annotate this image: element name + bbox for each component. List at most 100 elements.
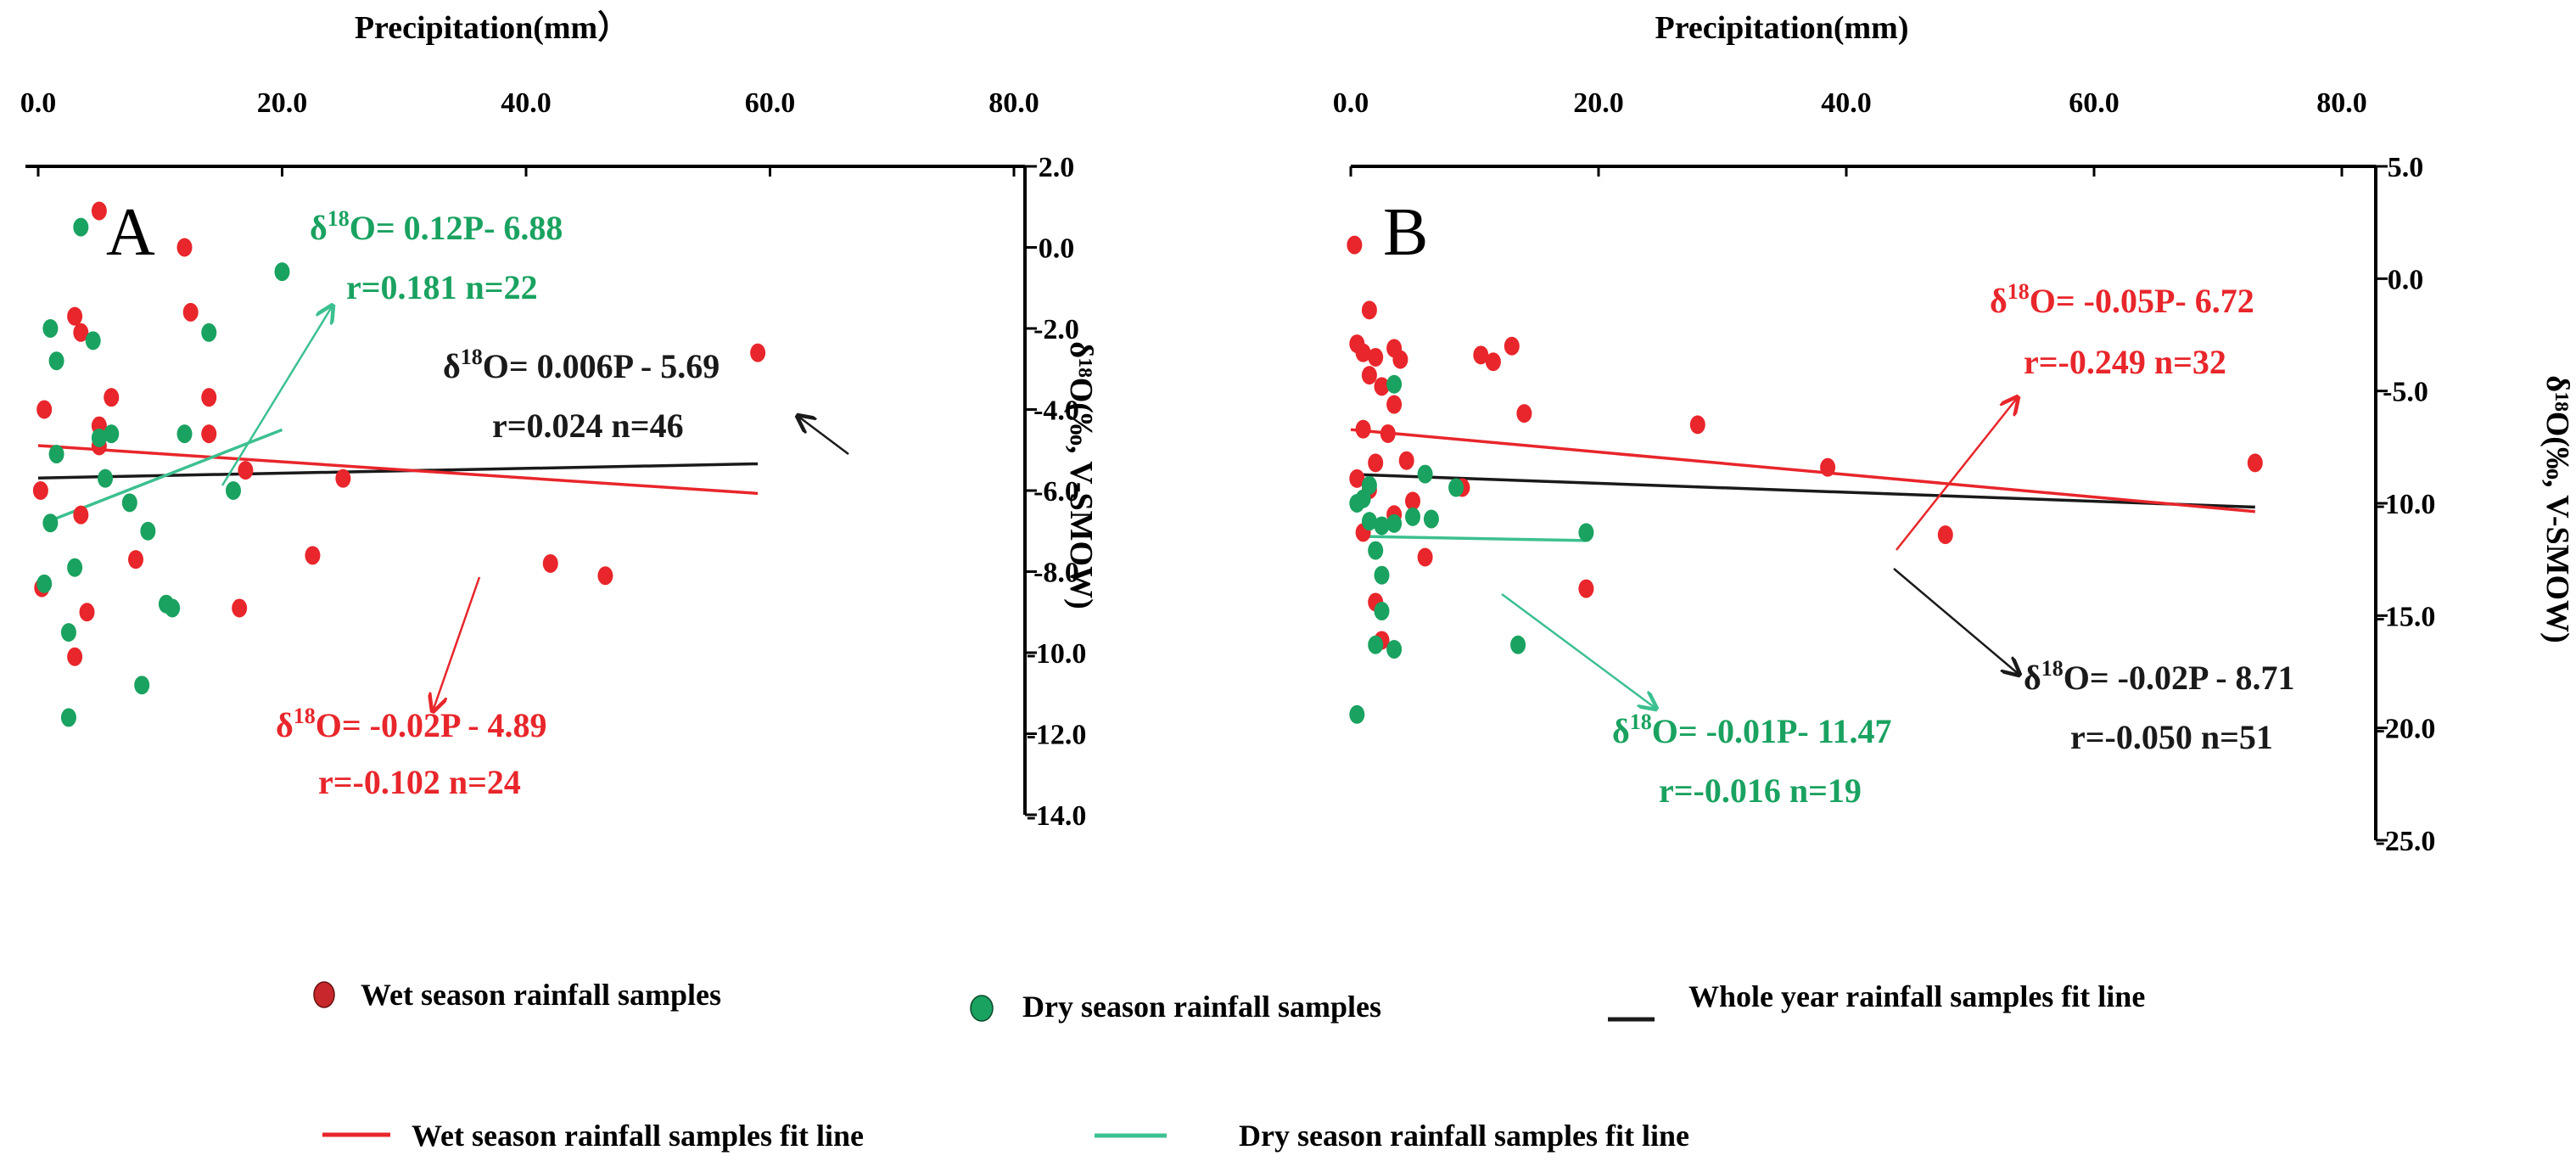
panel-a-black-arrow: [798, 416, 849, 455]
panel-b-y-tick-label: -25.0: [2376, 826, 2436, 857]
panel-a-black-equation: δ18O= 0.006P - 5.69: [443, 345, 720, 385]
panel-a-y-tick-label: 2.0: [1039, 152, 1075, 183]
panel-a-point-wet: [73, 505, 89, 525]
legend-wet-marker: [313, 981, 335, 1008]
panel-b-point-wet: [1368, 347, 1384, 367]
panel-a-green-equation: δ18O= 0.12P- 6.88: [310, 206, 563, 247]
panel-a-point-wet: [67, 306, 83, 326]
legend-wet-points: Wet season rainfall samples: [313, 978, 721, 1012]
panel-b-point-wet: [1473, 345, 1489, 365]
panel-a-point-wet: [750, 343, 766, 362]
panel-b-fit-line-whole: [1350, 473, 2255, 509]
panel-b-point-dry: [1405, 507, 1420, 526]
panel-a-y-title: δ¹⁸O(‰, V-SMOW): [1063, 341, 1099, 609]
panel-a-point-wet: [232, 598, 248, 618]
panel-b-fit-lines: [1350, 428, 2255, 542]
panel-a-point-wet: [201, 424, 217, 444]
panel-a-y-tick-label: -6.0: [1033, 476, 1079, 508]
panel-b-y-tick-label: 0.0: [2388, 264, 2424, 295]
panel-a-point-wet: [73, 323, 89, 342]
panel-b-points: [1347, 235, 2263, 724]
panel-b-x-tick-label: 60.0: [2069, 87, 2120, 119]
panel-b-point-wet: [1361, 366, 1377, 385]
panel-b-green-equation: δ18O= -0.01P- 11.47: [1612, 710, 1892, 750]
panel-b-fit-line-wet: [1350, 428, 2255, 513]
panel-a-point-wet: [335, 468, 351, 488]
panel-b-x-tick-label: 20.0: [1573, 87, 1624, 119]
panel-a-point-wet: [201, 388, 217, 407]
panel-b-green-r: r=-0.016 n=19: [1659, 771, 1862, 810]
panel-a-point-dry: [165, 598, 181, 618]
panel-b-point-dry: [1374, 602, 1390, 621]
panel-b-y-tick-label: 5.0: [2388, 152, 2424, 183]
panel-b-point-wet: [2247, 453, 2263, 473]
legend-dry-line: Dry season rainfall samples fit line: [1095, 1119, 1689, 1153]
panel-a-point-dry: [176, 424, 193, 444]
panel-a-y-tick-label: -14.0: [1027, 800, 1087, 832]
panel-a-point-wet: [542, 553, 558, 573]
panel-a-point-wet: [176, 238, 193, 257]
panel-a-point-dry: [60, 708, 76, 727]
panel-b-point-wet: [1398, 451, 1414, 470]
legend-dry-points-label: Dry season rainfall samples: [1022, 990, 1381, 1024]
panel-b-point-dry: [1368, 541, 1384, 560]
panel-b-y-tick-label: -15.0: [2376, 601, 2436, 632]
panel-b-point-dry: [1349, 704, 1365, 724]
panel-a-red-equation: δ18O= -0.02P - 4.89: [276, 704, 547, 744]
panel-a-y-ticks: 2.0 0.0 -2.0 -4.0 -6.0 -8.0 -10.0 -12.0 -14.0: [1025, 152, 1086, 832]
panel-b-x-title: Precipitation(mm): [1655, 10, 1909, 46]
panel-b-point-wet: [1405, 491, 1420, 511]
panel-a-point-dry: [121, 493, 137, 513]
panel-b-x-tick-label: 40.0: [1821, 87, 1872, 119]
panel-a-point-wet: [238, 461, 254, 480]
panel-b-point-wet: [1937, 525, 1953, 545]
panel-a-point-wet: [79, 603, 95, 622]
panel-a-red-arrow: [433, 576, 481, 711]
legend-wet-points-label: Wet season rainfall samples: [361, 978, 721, 1012]
panel-a-points: [32, 201, 766, 727]
panel-a-black-r: r=0.024 n=46: [492, 407, 684, 445]
panel-a-point-dry: [134, 676, 150, 695]
legend-dry-points: Dry season rainfall samples: [970, 990, 1381, 1024]
panel-a-point-wet: [104, 388, 120, 407]
panel-b-point-wet: [1355, 343, 1371, 362]
legend-dry-line-label: Dry season rainfall samples fit line: [1239, 1119, 1689, 1153]
panel-a-point-wet: [91, 201, 107, 221]
panel-a-point-wet: [305, 546, 321, 565]
panel-a-point-dry: [140, 521, 156, 541]
legend-dry-marker: [970, 995, 994, 1022]
panel-b-x-tick-label: 80.0: [2316, 87, 2367, 119]
panel-b-point-wet: [1485, 352, 1501, 372]
panel-b-point-wet: [1820, 457, 1836, 477]
panel-b-y-ticks: 5.0 0.0 -5.0 -10.0 -15.0 -20.0 -25.0: [2376, 152, 2436, 857]
panel-b-point-wet: [1355, 419, 1371, 439]
panel-a-x-tick-label: 60.0: [745, 87, 796, 119]
panel-b-red-arrow: [1896, 397, 2018, 551]
panel-b-point-wet: [1368, 453, 1384, 473]
panel-b-point-dry: [1368, 635, 1384, 654]
panel-b-point-dry: [1417, 464, 1433, 484]
panel-b-point-wet: [1689, 415, 1705, 435]
panel-b-point-dry: [1386, 374, 1403, 394]
panel-b-point-dry: [1578, 523, 1594, 542]
panel-b-point-wet: [1349, 468, 1365, 488]
panel-a-point-wet: [597, 566, 613, 586]
panel-a-y-tick-label: 0.0: [1039, 233, 1075, 265]
panel-b-y-title: δ¹⁸O(‰, V-SMOW): [2540, 375, 2575, 643]
panel-b-point-wet: [1361, 300, 1377, 320]
panel-b-y-tick-label: -5.0: [2383, 377, 2428, 408]
panel-a-y-tick-label: -4.0: [1033, 396, 1079, 427]
panel-a-point-wet: [32, 481, 48, 500]
panel-b-fit-line-dryLine: [1357, 535, 1587, 542]
panel-b-point-wet: [1504, 336, 1520, 356]
panel-b-point-wet: [1516, 404, 1532, 424]
panel-a-point-dry: [48, 351, 64, 371]
legend-whole-line: Whole year rainfall samples fit line: [1608, 979, 2145, 1022]
panel-a-x-tick-label: 80.0: [988, 87, 1039, 119]
panel-b-point-wet: [1374, 377, 1390, 396]
panel-b-point-dry: [1423, 509, 1439, 529]
legend-wet-line: Wet season rainfall samples fit line: [322, 1119, 864, 1153]
panel-a-point-dry: [104, 424, 120, 444]
panel-a-point-wet: [128, 550, 143, 569]
panel-b: Precipitation(mm) 0.0 20.0 40.0 60.0 80.0 5.…: [1333, 10, 2575, 857]
